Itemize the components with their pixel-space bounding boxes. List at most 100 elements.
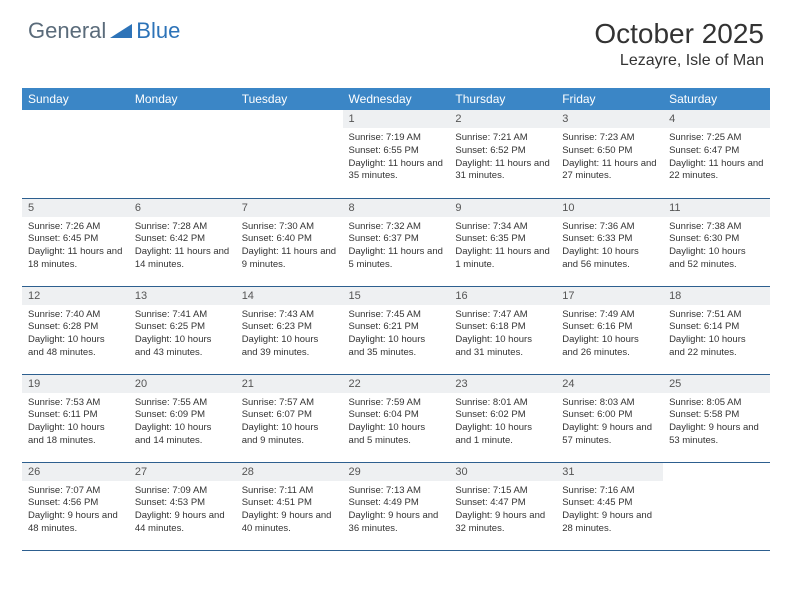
header: General Blue October 2025 Lezayre, Isle … [0,0,792,80]
sunrise-text: Sunrise: 7:38 AM [669,221,764,234]
calendar-day-cell: 9Sunrise: 7:34 AMSunset: 6:35 PMDaylight… [449,198,556,286]
calendar-day-cell: 27Sunrise: 7:09 AMSunset: 4:53 PMDayligh… [129,462,236,550]
daylight-text: Daylight: 10 hours and 18 minutes. [28,422,123,448]
calendar-day-cell: 8Sunrise: 7:32 AMSunset: 6:37 PMDaylight… [343,198,450,286]
day-details: Sunrise: 7:47 AMSunset: 6:18 PMDaylight:… [449,305,556,366]
sunset-text: Sunset: 6:52 PM [455,145,550,158]
calendar-day-cell: 19Sunrise: 7:53 AMSunset: 6:11 PMDayligh… [22,374,129,462]
daylight-text: Daylight: 11 hours and 1 minute. [455,246,550,272]
page-title: October 2025 [594,18,764,50]
sunrise-text: Sunrise: 8:05 AM [669,397,764,410]
daylight-text: Daylight: 10 hours and 56 minutes. [562,246,657,272]
daylight-text: Daylight: 10 hours and 35 minutes. [349,334,444,360]
daylight-text: Daylight: 10 hours and 9 minutes. [242,422,337,448]
daylight-text: Daylight: 9 hours and 57 minutes. [562,422,657,448]
day-number: 23 [449,375,556,393]
day-number: 14 [236,287,343,305]
daylight-text: Daylight: 9 hours and 36 minutes. [349,510,444,536]
calendar-week-row: 12Sunrise: 7:40 AMSunset: 6:28 PMDayligh… [22,286,770,374]
day-number: 2 [449,110,556,128]
day-number: 11 [663,199,770,217]
day-number: 12 [22,287,129,305]
day-details: Sunrise: 7:49 AMSunset: 6:16 PMDaylight:… [556,305,663,366]
calendar-day-cell: 10Sunrise: 7:36 AMSunset: 6:33 PMDayligh… [556,198,663,286]
sunrise-text: Sunrise: 7:28 AM [135,221,230,234]
daylight-text: Daylight: 9 hours and 40 minutes. [242,510,337,536]
sunrise-text: Sunrise: 7:11 AM [242,485,337,498]
sunset-text: Sunset: 6:11 PM [28,409,123,422]
daylight-text: Daylight: 9 hours and 44 minutes. [135,510,230,536]
calendar-week-row: 26Sunrise: 7:07 AMSunset: 4:56 PMDayligh… [22,462,770,550]
day-details: Sunrise: 7:30 AMSunset: 6:40 PMDaylight:… [236,217,343,278]
calendar-day-cell: 23Sunrise: 8:01 AMSunset: 6:02 PMDayligh… [449,374,556,462]
sunset-text: Sunset: 4:49 PM [349,497,444,510]
sunset-text: Sunset: 4:47 PM [455,497,550,510]
calendar-day-cell: 30Sunrise: 7:15 AMSunset: 4:47 PMDayligh… [449,462,556,550]
daylight-text: Daylight: 11 hours and 27 minutes. [562,158,657,184]
calendar-day-cell: 20Sunrise: 7:55 AMSunset: 6:09 PMDayligh… [129,374,236,462]
weekday-header: Thursday [449,88,556,110]
day-number: 9 [449,199,556,217]
sunrise-text: Sunrise: 7:51 AM [669,309,764,322]
calendar-day-cell: 13Sunrise: 7:41 AMSunset: 6:25 PMDayligh… [129,286,236,374]
sunrise-text: Sunrise: 7:55 AM [135,397,230,410]
day-number: 24 [556,375,663,393]
sunrise-text: Sunrise: 7:13 AM [349,485,444,498]
daylight-text: Daylight: 11 hours and 14 minutes. [135,246,230,272]
weekday-header: Saturday [663,88,770,110]
day-number: 16 [449,287,556,305]
sunrise-text: Sunrise: 7:36 AM [562,221,657,234]
daylight-text: Daylight: 9 hours and 48 minutes. [28,510,123,536]
sunset-text: Sunset: 6:30 PM [669,233,764,246]
sunset-text: Sunset: 4:53 PM [135,497,230,510]
location-label: Lezayre, Isle of Man [594,52,764,70]
sunset-text: Sunset: 6:37 PM [349,233,444,246]
sunset-text: Sunset: 6:21 PM [349,321,444,334]
daylight-text: Daylight: 11 hours and 22 minutes. [669,158,764,184]
calendar-week-row: 1Sunrise: 7:19 AMSunset: 6:55 PMDaylight… [22,110,770,198]
calendar-day-cell: 16Sunrise: 7:47 AMSunset: 6:18 PMDayligh… [449,286,556,374]
sunrise-text: Sunrise: 7:43 AM [242,309,337,322]
calendar-day-cell: 5Sunrise: 7:26 AMSunset: 6:45 PMDaylight… [22,198,129,286]
day-number: 21 [236,375,343,393]
day-details: Sunrise: 7:40 AMSunset: 6:28 PMDaylight:… [22,305,129,366]
calendar-day-cell [22,110,129,198]
sunrise-text: Sunrise: 7:16 AM [562,485,657,498]
daylight-text: Daylight: 11 hours and 31 minutes. [455,158,550,184]
calendar-header-row: SundayMondayTuesdayWednesdayThursdayFrid… [22,88,770,110]
day-details: Sunrise: 7:38 AMSunset: 6:30 PMDaylight:… [663,217,770,278]
daylight-text: Daylight: 10 hours and 26 minutes. [562,334,657,360]
day-details: Sunrise: 7:13 AMSunset: 4:49 PMDaylight:… [343,481,450,542]
sunset-text: Sunset: 6:40 PM [242,233,337,246]
day-number: 27 [129,463,236,481]
sunset-text: Sunset: 6:42 PM [135,233,230,246]
day-details: Sunrise: 7:16 AMSunset: 4:45 PMDaylight:… [556,481,663,542]
sunrise-text: Sunrise: 7:15 AM [455,485,550,498]
sunrise-text: Sunrise: 7:32 AM [349,221,444,234]
day-details: Sunrise: 7:53 AMSunset: 6:11 PMDaylight:… [22,393,129,454]
daylight-text: Daylight: 10 hours and 52 minutes. [669,246,764,272]
calendar-day-cell: 12Sunrise: 7:40 AMSunset: 6:28 PMDayligh… [22,286,129,374]
daylight-text: Daylight: 10 hours and 14 minutes. [135,422,230,448]
sunrise-text: Sunrise: 7:53 AM [28,397,123,410]
calendar-week-row: 19Sunrise: 7:53 AMSunset: 6:11 PMDayligh… [22,374,770,462]
sunrise-text: Sunrise: 8:03 AM [562,397,657,410]
sunrise-text: Sunrise: 7:23 AM [562,132,657,145]
day-details: Sunrise: 7:11 AMSunset: 4:51 PMDaylight:… [236,481,343,542]
calendar-day-cell: 3Sunrise: 7:23 AMSunset: 6:50 PMDaylight… [556,110,663,198]
sunrise-text: Sunrise: 7:57 AM [242,397,337,410]
day-number: 8 [343,199,450,217]
daylight-text: Daylight: 10 hours and 22 minutes. [669,334,764,360]
calendar-day-cell: 11Sunrise: 7:38 AMSunset: 6:30 PMDayligh… [663,198,770,286]
day-details: Sunrise: 7:07 AMSunset: 4:56 PMDaylight:… [22,481,129,542]
calendar-day-cell: 1Sunrise: 7:19 AMSunset: 6:55 PMDaylight… [343,110,450,198]
day-details: Sunrise: 7:28 AMSunset: 6:42 PMDaylight:… [129,217,236,278]
day-details: Sunrise: 8:05 AMSunset: 5:58 PMDaylight:… [663,393,770,454]
weekday-header: Monday [129,88,236,110]
calendar-day-cell: 17Sunrise: 7:49 AMSunset: 6:16 PMDayligh… [556,286,663,374]
calendar-day-cell: 28Sunrise: 7:11 AMSunset: 4:51 PMDayligh… [236,462,343,550]
day-number: 3 [556,110,663,128]
daylight-text: Daylight: 10 hours and 48 minutes. [28,334,123,360]
sunset-text: Sunset: 6:09 PM [135,409,230,422]
day-number: 30 [449,463,556,481]
